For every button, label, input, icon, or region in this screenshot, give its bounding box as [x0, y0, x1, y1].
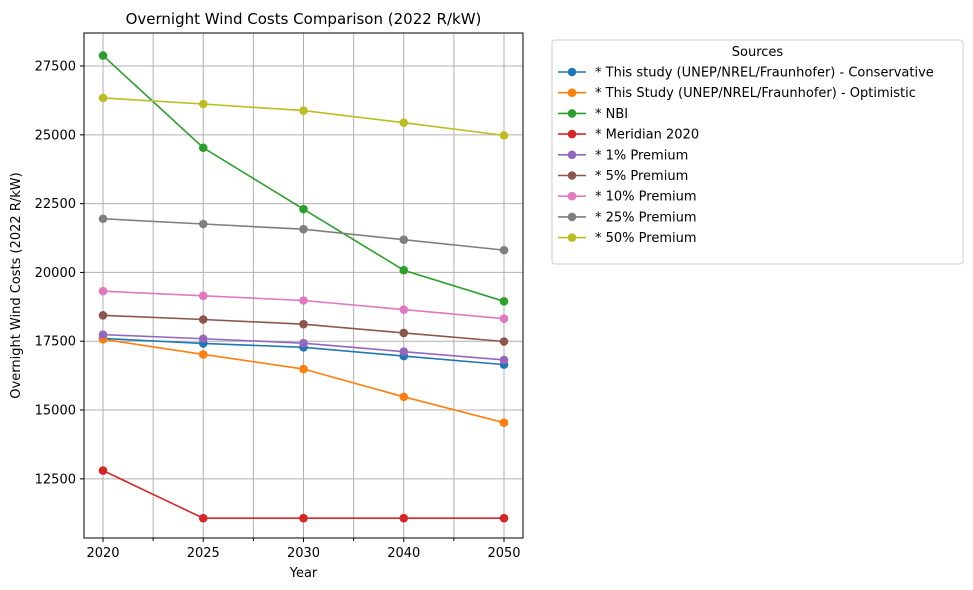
legend-item: * 10% Premium	[558, 190, 697, 205]
data-point	[98, 466, 108, 475]
data-point	[98, 93, 108, 103]
legend-title: Sources	[732, 45, 784, 60]
legend-label: * Meridian 2020	[595, 128, 699, 143]
legend-item: * 25% Premium	[558, 210, 697, 225]
data-point	[299, 513, 308, 523]
y-tick-label: 20000	[35, 266, 76, 281]
y-tick-label: 27500	[35, 60, 76, 75]
legend-label: * 25% Premium	[595, 210, 697, 225]
data-point	[499, 355, 509, 365]
legend-item: * 1% Premium	[558, 148, 688, 163]
legend-marker	[567, 67, 577, 77]
data-point	[399, 118, 409, 128]
data-point	[299, 296, 308, 305]
data-point	[98, 214, 108, 224]
legend-item: * Meridian 2020	[558, 128, 699, 143]
legend-marker	[567, 109, 577, 118]
data-point	[198, 143, 208, 153]
legend-marker	[567, 233, 577, 242]
legend-label: * 1% Premium	[595, 148, 688, 163]
legend-label: * 50% Premium	[595, 231, 697, 246]
data-point	[299, 364, 308, 374]
data-point	[98, 286, 108, 296]
legend-label: * This Study (UNEP/NREL/Fraunhofer) - Op…	[595, 86, 916, 101]
data-point	[198, 315, 208, 324]
y-tick-label: 15000	[35, 404, 76, 419]
legend-label: * This study (UNEP/NREL/Fraunhofer) - Co…	[595, 66, 934, 81]
series-7	[98, 286, 509, 323]
series-3	[98, 51, 509, 306]
data-point	[299, 338, 308, 348]
data-point	[499, 418, 509, 427]
x-tick-label: 2025	[187, 546, 220, 561]
series-2	[98, 335, 509, 427]
legend-marker	[567, 88, 577, 97]
y-tick-label: 12500	[35, 472, 76, 487]
x-tick-label: 2040	[387, 546, 420, 561]
data-point	[98, 330, 108, 339]
x-tick-label: 2050	[487, 546, 520, 561]
legend-marker	[567, 191, 577, 201]
data-point	[198, 219, 208, 229]
data-point	[299, 106, 308, 115]
y-axis-label: Overnight Wind Costs (2022 R/kW)	[9, 172, 24, 398]
data-point	[198, 99, 208, 109]
data-point	[499, 513, 509, 523]
x-tick-label: 2020	[86, 546, 119, 561]
series-9	[98, 93, 509, 140]
legend-marker	[567, 212, 577, 222]
legend-item: * 5% Premium	[558, 169, 688, 184]
data-point	[499, 245, 509, 255]
legend-label: * 10% Premium	[595, 190, 697, 205]
chart-title: Overnight Wind Costs Comparison (2022 R/…	[126, 10, 482, 28]
series-6	[98, 311, 509, 346]
data-point	[399, 513, 409, 523]
y-tick-label: 25000	[35, 128, 76, 143]
y-tick-label: 22500	[35, 197, 76, 212]
data-point	[399, 347, 409, 356]
legend-items: * This study (UNEP/NREL/Fraunhofer) - Co…	[558, 66, 934, 246]
axis-ticks: 2020 2025 2030 2040 2050 12500 15000 17500 20000…	[35, 60, 521, 561]
x-tick-label: 2030	[287, 546, 320, 561]
series-5	[98, 330, 509, 365]
data-point	[299, 224, 308, 234]
data-point	[198, 334, 208, 344]
legend-item: * NBI	[558, 107, 628, 122]
series-layer	[98, 51, 509, 523]
data-point	[198, 513, 208, 523]
legend-item: * This study (UNEP/NREL/Fraunhofer) - Co…	[558, 66, 934, 81]
y-tick-label: 17500	[35, 335, 76, 350]
data-point	[399, 328, 409, 338]
legend-item: * 50% Premium	[558, 231, 697, 246]
series-8	[98, 214, 509, 255]
data-point	[299, 319, 308, 329]
data-point	[399, 305, 409, 314]
legend-marker	[567, 150, 577, 160]
data-point	[399, 235, 409, 244]
legend-label: * NBI	[595, 107, 628, 122]
data-point	[399, 392, 409, 402]
data-point	[499, 297, 509, 306]
series-4	[98, 466, 509, 523]
data-point	[399, 265, 409, 275]
x-axis-label: Year	[289, 566, 318, 581]
data-point	[198, 291, 208, 301]
data-point	[499, 314, 509, 323]
data-point	[98, 311, 108, 320]
data-point	[299, 204, 308, 214]
legend: Sources * This study (UNEP/NREL/Fraunhof…	[551, 39, 964, 265]
data-point	[98, 51, 108, 60]
data-point	[499, 131, 509, 140]
data-point	[499, 337, 509, 346]
legend-marker	[567, 171, 577, 180]
data-point	[198, 350, 208, 359]
legend-marker	[567, 129, 577, 139]
legend-frame	[551, 39, 964, 265]
legend-item: * This Study (UNEP/NREL/Fraunhofer) - Op…	[558, 86, 916, 101]
legend-label: * 5% Premium	[595, 169, 688, 184]
